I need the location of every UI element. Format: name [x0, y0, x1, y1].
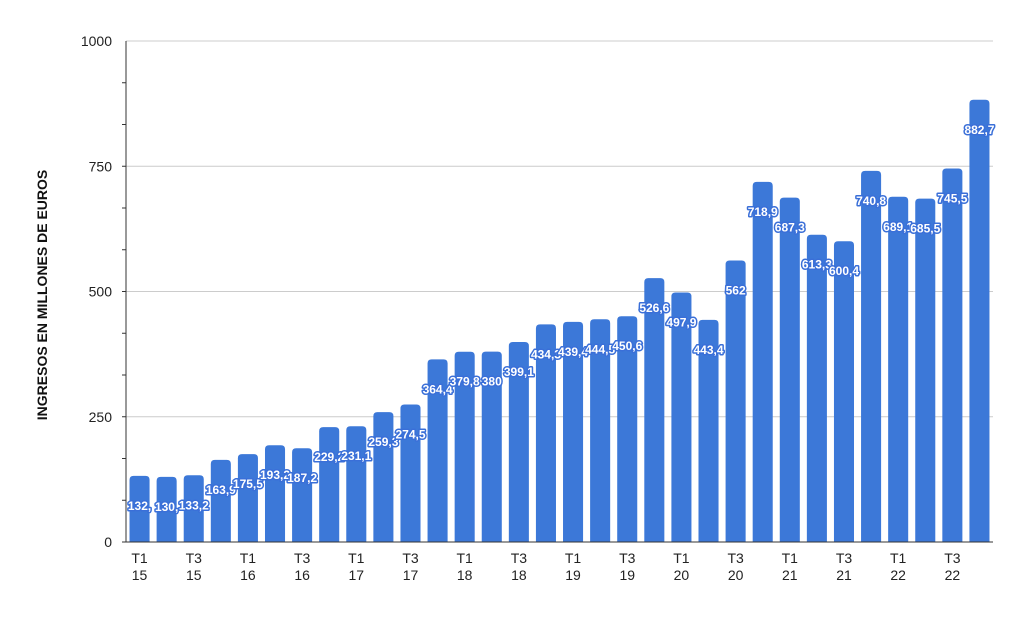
data-label: 882,7: [964, 123, 994, 137]
bar: [400, 404, 421, 542]
bar: [210, 459, 231, 542]
y-tick-label: 0: [104, 534, 112, 550]
bar: [373, 412, 394, 542]
axes: [122, 41, 993, 543]
data-label: 562: [726, 283, 746, 297]
data-label: 133,2: [179, 498, 209, 512]
bar: [508, 342, 529, 542]
bar: [752, 181, 773, 542]
y-tick-label: 1000: [81, 33, 112, 49]
data-label: 274,5: [395, 427, 425, 441]
data-label: 718,9: [748, 205, 778, 219]
data-label: 689,1: [883, 220, 913, 234]
bar: [617, 316, 638, 542]
data-label: 740,8: [856, 194, 886, 208]
data-label: 434,3: [531, 347, 561, 361]
bars: [129, 99, 990, 543]
data-label: 687,3: [775, 221, 805, 235]
bar: [156, 476, 177, 542]
x-tick-label: T3 17: [402, 550, 419, 583]
x-tick-label: T3 18: [511, 550, 528, 583]
bar: [806, 234, 827, 542]
data-label: 613,3: [802, 258, 832, 272]
bar: [292, 448, 313, 542]
y-tick-label: 250: [89, 409, 113, 425]
bar: [481, 351, 502, 542]
bar: [725, 260, 746, 542]
bar: [671, 292, 692, 542]
bar: [969, 99, 990, 542]
data-label: 399,1: [504, 365, 534, 379]
data-label: 379,8: [450, 375, 480, 389]
x-tick-label: T3 16: [294, 550, 311, 583]
bar: [833, 241, 855, 543]
bar: [183, 475, 204, 542]
x-tick-label: T1 20: [673, 550, 690, 583]
x-tick-label: T1 18: [457, 550, 474, 583]
data-label: 600,4: [829, 264, 859, 278]
bar: [888, 196, 909, 542]
data-label: 175,5: [233, 477, 263, 491]
bar: [563, 321, 584, 542]
data-label: 685,5: [910, 222, 940, 236]
bar: [129, 475, 150, 542]
data-label: 193,2: [260, 468, 290, 482]
tick-labels: 0 250 500 750 1000 T1 15 T3 15 T1 16 T3 16 T1 17 T3 17 T1…: [81, 33, 961, 583]
data-label: 497,9: [666, 316, 696, 330]
x-tick-label: T3 20: [727, 550, 744, 583]
bar: [590, 319, 611, 542]
data-label: 526,6: [639, 301, 669, 315]
data-label: 229,2: [314, 450, 344, 464]
x-tick-label: T3 21: [836, 550, 853, 583]
bar: [264, 445, 286, 542]
data-label: 259,3: [368, 435, 398, 449]
x-tick-label: T1 15: [131, 550, 148, 583]
bar: [346, 426, 367, 542]
data-label: 443,4: [694, 343, 724, 357]
y-tick-label: 500: [89, 284, 113, 300]
data-label: 364,4: [423, 382, 453, 396]
bar: [942, 168, 963, 542]
x-tick-label: T3 22: [944, 550, 961, 583]
data-label: 132,: [128, 499, 151, 513]
bar: [644, 278, 665, 542]
bar: [237, 454, 258, 542]
bar: [427, 359, 448, 542]
data-label: 231,1: [341, 449, 371, 463]
y-tick-label: 750: [89, 158, 113, 174]
data-label: 187,2: [287, 471, 317, 485]
x-tick-label: T1 19: [565, 550, 582, 583]
data-label: 444,5: [585, 342, 615, 356]
data-label: 450,6: [612, 339, 642, 353]
x-tick-label: T3 19: [619, 550, 636, 583]
bar: [915, 198, 936, 542]
bar: [319, 427, 340, 542]
bar: [535, 324, 556, 542]
data-label: 745,5: [937, 192, 967, 206]
data-label: 130,: [155, 500, 178, 514]
bar: [861, 170, 882, 543]
data-label: 439,4: [558, 345, 588, 359]
x-tick-label: T1 22: [890, 550, 907, 583]
x-tick-label: T1 17: [348, 550, 365, 583]
y-axis-label: INGRESOS EN MILLONES DE EUROS: [34, 170, 50, 420]
x-tick-label: T3 15: [186, 550, 203, 583]
data-label: 380: [482, 375, 502, 389]
bar: [698, 319, 719, 542]
data-label: 163,9: [206, 483, 236, 497]
bar: [779, 197, 800, 542]
bar: [454, 351, 475, 542]
x-tick-label: T1 21: [782, 550, 799, 583]
x-tick-label: T1 16: [240, 550, 257, 583]
